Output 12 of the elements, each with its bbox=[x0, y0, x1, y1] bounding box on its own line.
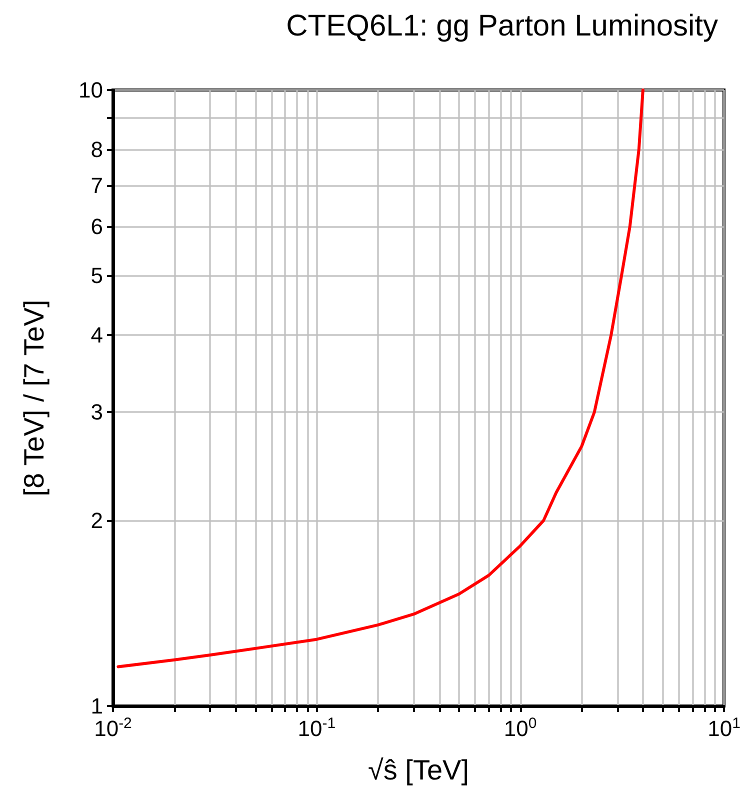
chart-title: CTEQ6L1: gg Parton Luminosity bbox=[286, 10, 718, 42]
y-tick-label: 6 bbox=[90, 214, 103, 240]
y-tick-label: 2 bbox=[90, 508, 103, 534]
y-tick-label: 1 bbox=[90, 694, 103, 718]
y-tick-label: 7 bbox=[90, 172, 103, 198]
y-tick-label: 3 bbox=[90, 400, 103, 425]
y-tick-label: 8 bbox=[90, 137, 103, 162]
y-tick-label: 5 bbox=[90, 262, 103, 288]
y-axis-title: [8 TeV] / [7 TeV] bbox=[18, 300, 50, 496]
x-axis-title: √ŝ [TeV] bbox=[368, 754, 469, 786]
y-tick-label: 4 bbox=[90, 322, 103, 348]
y-tick-label: 10 bbox=[78, 78, 103, 102]
